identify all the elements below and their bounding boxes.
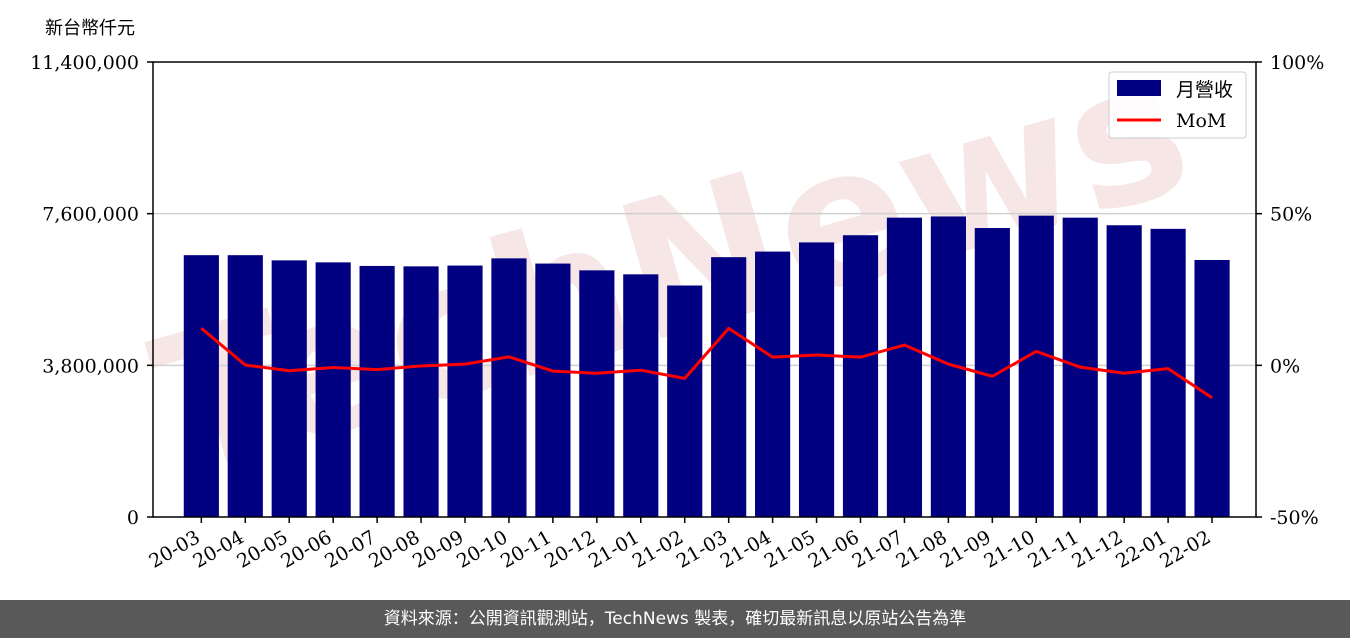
- legend: 月營收 MoM: [1108, 71, 1247, 139]
- footer-source-note: 資料來源：公開資訊觀測站，TechNews 製表，確切最新訊息以原站公告為準: [0, 600, 1350, 638]
- bar: [315, 262, 351, 517]
- y-left-tick-label: 0: [127, 507, 139, 529]
- mom-line: [200, 326, 1213, 400]
- bar: [447, 265, 483, 517]
- y-right-tick-label: 50%: [1270, 204, 1312, 226]
- bar: [798, 242, 835, 517]
- bar: [667, 285, 703, 517]
- legend-label-mom: MoM: [1176, 110, 1226, 132]
- bar: [403, 266, 439, 517]
- legend-label-revenue: 月營收: [1176, 79, 1233, 101]
- bar: [579, 270, 615, 517]
- bar: [491, 258, 527, 517]
- y-right-tick-label: -50%: [1270, 507, 1319, 529]
- bar: [1150, 228, 1186, 518]
- y-right-tick-label: 100%: [1270, 52, 1324, 74]
- bar: [359, 265, 395, 517]
- y-axis-left-unit-label: 新台幣仟元: [45, 18, 135, 39]
- bar: [842, 235, 879, 517]
- bar: [227, 255, 263, 517]
- chart-svg: TechNews03,800,0007,600,00011,400,000-50…: [30, 15, 1324, 573]
- bar: [535, 263, 571, 517]
- bar: [623, 274, 659, 517]
- x-tick-label: 22-02: [1156, 526, 1214, 572]
- y-right-tick-label: 0%: [1270, 355, 1300, 377]
- legend-swatch-bar: [1117, 80, 1161, 96]
- y-left-tick-label: 11,400,000: [30, 52, 139, 74]
- y-left-tick-label: 7,600,000: [42, 204, 139, 226]
- bar: [1018, 215, 1054, 517]
- plot-frame: [152, 61, 1257, 518]
- bar: [755, 251, 791, 518]
- bar: [271, 260, 307, 517]
- bar: [711, 257, 747, 517]
- chart: 新台幣仟元 TechNews 0 3,800,000 7,600,000 11,400,…: [30, 15, 1324, 573]
- bar: [886, 217, 923, 517]
- y-left-tick-label: 3,800,000: [42, 355, 139, 377]
- bar: [183, 255, 219, 517]
